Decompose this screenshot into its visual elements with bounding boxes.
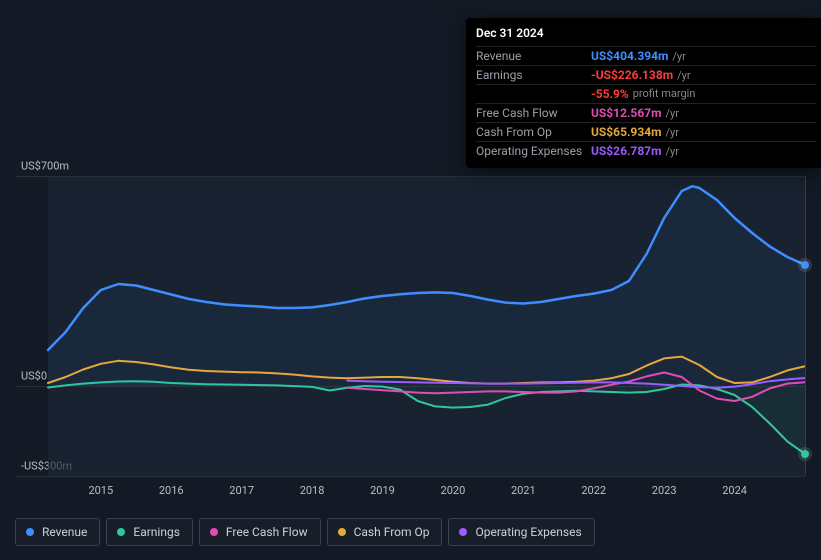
legend-label: Earnings <box>133 525 180 539</box>
x-axis-label: 2017 <box>229 484 254 497</box>
hover-line <box>805 176 806 476</box>
legend-label: Operating Expenses <box>475 525 581 539</box>
legend-label: Revenue <box>42 525 87 539</box>
legend-dot-icon <box>117 528 125 536</box>
tooltip-suffix: /yr <box>665 126 678 139</box>
x-axis-label: 2020 <box>441 484 466 497</box>
legend-dot-icon <box>338 528 346 536</box>
series-end-dot <box>801 261 809 269</box>
x-axis-label: 2016 <box>159 484 184 497</box>
tooltip-row: RevenueUS$404.394m/yr <box>476 46 816 65</box>
tooltip-value: US$404.394m <box>591 49 668 63</box>
tooltip-label: Cash From Op <box>476 125 591 139</box>
tooltip-row: Cash From OpUS$65.934m/yr <box>476 122 816 141</box>
chart-svg <box>15 176 805 476</box>
x-axis-label: 2018 <box>300 484 325 497</box>
series-end-dot <box>801 450 809 458</box>
legend-dot-icon <box>26 528 34 536</box>
legend-item-cash-from-op[interactable]: Cash From Op <box>327 518 443 546</box>
x-axis-label: 2023 <box>652 484 677 497</box>
x-axis-label: 2021 <box>511 484 536 497</box>
legend-item-free-cash-flow[interactable]: Free Cash Flow <box>199 518 321 546</box>
tooltip-value: US$26.787m <box>591 144 661 158</box>
tooltip-suffix: /yr <box>665 107 678 120</box>
tooltip-suffix: /yr <box>672 50 685 63</box>
plot-area[interactable] <box>15 176 805 476</box>
legend-item-operating-expenses[interactable]: Operating Expenses <box>448 518 594 546</box>
tooltip-value: US$65.934m <box>591 125 661 139</box>
tooltip-value: -US$226.138m <box>591 68 673 82</box>
x-axis-label: 2015 <box>88 484 113 497</box>
tooltip-subrow: -55.9% profit margin <box>476 84 816 103</box>
tooltip-suffix: /yr <box>665 145 678 158</box>
tooltip-label: Operating Expenses <box>476 144 591 158</box>
legend-item-earnings[interactable]: Earnings <box>106 518 193 546</box>
legend-label: Cash From Op <box>354 525 430 539</box>
legend-label: Free Cash Flow <box>226 525 308 539</box>
tooltip-suffix: /yr <box>677 69 690 82</box>
y-axis-label: US$700m <box>21 160 69 173</box>
x-axis-label: 2022 <box>581 484 606 497</box>
tooltip-label: Free Cash Flow <box>476 106 591 120</box>
series-area-revenue <box>48 186 805 386</box>
gridline <box>15 476 805 477</box>
financials-chart: Dec 31 2024RevenueUS$404.394m/yrEarnings… <box>0 0 821 560</box>
tooltip-row: Free Cash FlowUS$12.567m/yr <box>476 103 816 122</box>
legend-dot-icon <box>210 528 218 536</box>
tooltip-subvalue: -55.9% <box>591 87 629 101</box>
tooltip-label: Revenue <box>476 49 591 63</box>
legend-dot-icon <box>459 528 467 536</box>
legend-item-revenue[interactable]: Revenue <box>15 518 100 546</box>
legend: Revenue Earnings Free Cash Flow Cash From O… <box>15 518 595 546</box>
tooltip-date: Dec 31 2024 <box>476 26 816 40</box>
chart-tooltip: Dec 31 2024RevenueUS$404.394m/yrEarnings… <box>466 18 821 168</box>
tooltip-row: Operating ExpensesUS$26.787m/yr <box>476 141 816 160</box>
tooltip-value: US$12.567m <box>591 106 661 120</box>
tooltip-label: Earnings <box>476 68 591 82</box>
x-axis-label: 2019 <box>370 484 395 497</box>
tooltip-subsuffix: profit margin <box>633 87 696 101</box>
x-axis-label: 2024 <box>722 484 747 497</box>
tooltip-row: Earnings-US$226.138m/yr <box>476 65 816 84</box>
